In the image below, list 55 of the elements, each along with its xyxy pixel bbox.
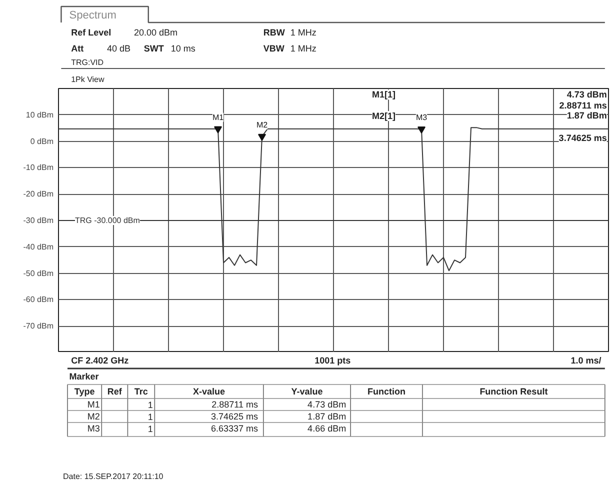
annotation: M2: [256, 120, 268, 130]
y-tick-label: -60 dBm: [23, 295, 54, 304]
text: 1: [148, 424, 153, 434]
text: M1: [87, 400, 100, 410]
text: TRG:VID: [71, 58, 104, 67]
text: SWT 10 ms: [144, 44, 196, 54]
text: M2: [87, 412, 100, 422]
ref-line-label: TRG -30.000 dBm: [75, 216, 140, 225]
text: 1.87 dBm: [308, 412, 346, 422]
annotation: 1.87 dBm: [566, 110, 607, 120]
point: [214, 126, 222, 134]
text: Type: [74, 386, 95, 396]
text: CF 2.402 GHz: [71, 356, 130, 366]
text: Date: 15.SEP.2017 20:11:10: [62, 472, 164, 481]
annotation: 4.73 dBm: [566, 90, 607, 100]
text: Y-value: [291, 386, 323, 396]
y-tick-label: -50 dBm: [23, 268, 54, 278]
text: X-value: [193, 386, 226, 396]
line-series: [58, 126, 608, 272]
text: 1Pk View: [71, 75, 105, 84]
text: Ref Level 20.00 dBm: [71, 28, 178, 38]
y-tick-label: 10 dBm: [26, 110, 54, 120]
annotation: M1[1]: [372, 90, 396, 100]
text: Ref: [107, 386, 123, 396]
annotation: M3: [416, 113, 428, 122]
annotation: M1: [212, 112, 224, 122]
y-tick-label: -70 dBm: [23, 322, 54, 331]
text: 6.63337 ms: [210, 424, 259, 434]
text: Trc: [134, 386, 148, 396]
y-tick-label: 0 dBm: [30, 136, 54, 146]
chart-title: Spectrum: [69, 10, 116, 22]
annotation: 2.88711 ms: [559, 100, 607, 110]
point: [418, 126, 426, 134]
annotation: 3.74625 ms: [558, 133, 607, 144]
y-tick-label: -20 dBm: [23, 190, 54, 199]
text: 4.66 dBm: [308, 424, 346, 434]
text: M3: [87, 424, 100, 434]
text: 4.73 dBm: [308, 400, 346, 410]
text: 3.74625 ms: [210, 412, 259, 422]
text: 1: [148, 400, 153, 410]
text: 1: [148, 412, 153, 422]
text: 2.88711 ms: [212, 400, 259, 410]
text: Att 40 dB: [71, 44, 131, 54]
y-tick-label: -10 dBm: [23, 163, 54, 172]
text: Marker: [69, 372, 100, 382]
text: RBW 1 MHz: [263, 28, 317, 38]
y-tick-label: -30 dBm: [23, 216, 54, 225]
text: Function: [368, 386, 406, 396]
text: 1.0 ms/: [570, 356, 602, 366]
annotation: M2[1]: [372, 110, 396, 121]
y-tick-label: -40 dBm: [23, 242, 54, 252]
point: [258, 134, 266, 141]
text: Function Result: [480, 386, 548, 396]
text: 1001 pts: [314, 356, 351, 366]
text: VBW 1 MHz: [263, 44, 317, 54]
